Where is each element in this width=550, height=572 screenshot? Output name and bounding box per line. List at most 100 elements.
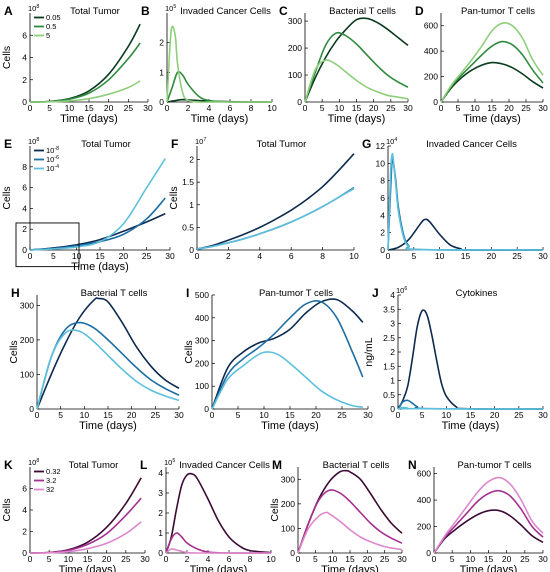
x-tick-label: 30	[165, 251, 175, 261]
y-tick-label: 0	[22, 548, 27, 558]
panel-title: Pan-tumor T cells	[457, 460, 531, 471]
series-line	[297, 511, 403, 554]
x-tick-label: 0	[28, 103, 33, 113]
series-line	[36, 321, 180, 410]
y-tick-label: 0	[433, 97, 438, 107]
x-tick-label: 15	[84, 103, 94, 113]
panel-d: D Pan-tumor T cells 0 5 10 15 20 25 30 0 200 400 600…	[415, 4, 548, 125]
y-tick-label: 1	[390, 376, 395, 386]
x-tick-label: 30	[403, 103, 413, 113]
x-axis-label: Time (days)	[442, 420, 500, 432]
y-axis-label: Cells	[168, 186, 180, 209]
series-line	[440, 40, 544, 103]
zoom-box	[15, 222, 80, 268]
series-line	[36, 297, 180, 410]
series-line	[166, 70, 272, 103]
panel-title: Cytokines	[456, 288, 498, 299]
x-tick-label: 30	[538, 103, 548, 113]
y-tick-label: 8	[380, 176, 385, 186]
series-line	[297, 489, 403, 554]
y-tick-label: 300	[20, 300, 34, 310]
series-line	[166, 25, 272, 103]
series-line	[211, 298, 364, 410]
x-tick-label: 10	[442, 410, 452, 420]
series-line	[29, 80, 141, 103]
x-tick-label: 15	[95, 251, 105, 261]
panel-letter: I	[186, 286, 189, 300]
y-tick-label: 1	[158, 528, 163, 538]
x-axis-label: Time (days)	[79, 420, 137, 432]
y-tick-label: 2	[22, 527, 27, 537]
x-tick-label: 8	[320, 251, 325, 261]
series-line	[433, 489, 544, 554]
panel-letter: A	[4, 4, 13, 18]
y-tick-label: 200	[20, 335, 34, 345]
x-tick-label: 10	[267, 103, 277, 113]
series-line	[196, 153, 355, 250]
series-line	[397, 406, 544, 410]
panel-title: Total Tumor	[257, 139, 307, 150]
x-tick-label: 15	[466, 410, 476, 420]
x-tick-label: 0	[439, 103, 444, 113]
y-tick-label: 400	[417, 495, 431, 505]
x-axis-label: Time (days)	[463, 113, 521, 125]
panel-title: Pan-tumor T cells	[259, 288, 333, 299]
x-tick-label: 10	[65, 103, 75, 113]
x-tick-label: 20	[369, 103, 379, 113]
panel-title: Invaded Cancer Cells	[426, 139, 517, 150]
x-tick-label: 20	[502, 554, 512, 564]
panel-letter: E	[4, 137, 12, 151]
y-tick-label: 0	[189, 245, 194, 255]
series-line	[196, 187, 355, 250]
panel-a: A Total Tumor 108 0 5 10 15 20 25 30 0 2 4 6 Time (day…	[1, 4, 153, 125]
series-line	[387, 152, 544, 251]
y-axis-label: Cells	[269, 498, 281, 521]
x-tick-label: 25	[121, 554, 131, 564]
x-tick-label: 5	[47, 103, 52, 113]
y-tick-label: 12	[376, 141, 386, 151]
panel-letter: C	[279, 4, 288, 18]
legend-label: 5	[46, 31, 50, 40]
y-axis-label: Cells	[1, 498, 13, 521]
x-tick-label: 15	[352, 103, 362, 113]
panel-title: Bacterial T cells	[323, 460, 390, 471]
y-tick-label: 4	[380, 210, 385, 220]
x-tick-label: 4	[206, 554, 211, 564]
y-axis-label: ng/mL	[363, 337, 375, 366]
panel-letter: D	[415, 4, 424, 18]
y-tick-label: 4	[158, 468, 163, 478]
y-tick-label: 0	[159, 97, 164, 107]
x-tick-label: 6	[228, 103, 233, 113]
series-line	[440, 22, 544, 103]
y-tick-label: 0.5	[383, 390, 395, 400]
y-tick-label: 400	[424, 46, 438, 56]
y-tick-label: 0.5	[182, 222, 194, 232]
y-tick-label: 200	[288, 43, 302, 53]
x-tick-label: 20	[127, 410, 137, 420]
panel-e: E Total Tumor 108 0 5 10 15 20 25 30 0 2 4 6 8 Time (da…	[1, 137, 175, 273]
y-tick-label: 1	[189, 200, 194, 210]
x-tick-label: 0	[432, 554, 437, 564]
y-tick-label: 0	[380, 245, 385, 255]
y-multiplier: 107	[195, 137, 206, 146]
y-tick-label: 2	[159, 38, 164, 48]
x-tick-label: 10	[259, 410, 269, 420]
y-tick-label: 200	[424, 72, 438, 82]
x-tick-label: 30	[538, 251, 548, 261]
series-line	[165, 472, 272, 554]
y-tick-label: 0	[22, 245, 27, 255]
series-line	[36, 329, 180, 410]
panel-title: Invaded Cancer Cells	[180, 6, 271, 17]
x-tick-label: 0	[210, 410, 215, 420]
x-tick-label: 15	[103, 410, 113, 420]
x-tick-label: 5	[58, 410, 63, 420]
y-tick-label: 4	[390, 290, 395, 300]
x-tick-label: 0	[386, 251, 391, 261]
x-tick-label: 15	[461, 251, 471, 261]
y-multiplier: 108	[28, 4, 39, 13]
y-tick-label: 600	[424, 21, 438, 31]
series-line	[304, 17, 409, 103]
y-tick-label: 2	[380, 228, 385, 238]
